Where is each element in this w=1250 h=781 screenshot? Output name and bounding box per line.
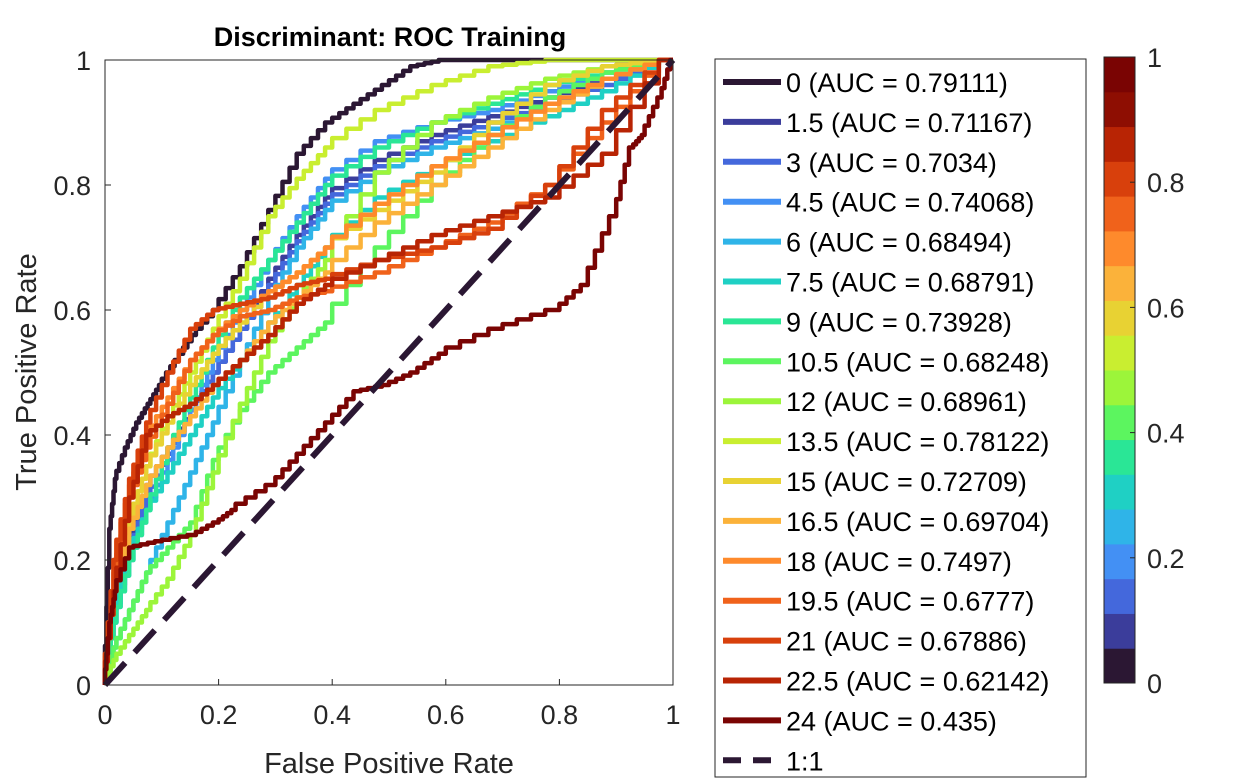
legend-label-10-5: 10.5 (AUC = 0.68248)	[786, 347, 1049, 377]
legend-label-16-5: 16.5 (AUC = 0.69704)	[786, 507, 1049, 537]
colorbar-band	[1104, 404, 1135, 441]
x-tick-label: 0.6	[427, 700, 465, 730]
colorbar-bands	[1104, 57, 1135, 684]
roc-curve-0	[102, 57, 673, 685]
legend-label-6: 6 (AUC = 0.68494)	[786, 228, 1012, 258]
legend-label-13-5: 13.5 (AUC = 0.78122)	[786, 427, 1049, 457]
colorbar-band	[1104, 265, 1135, 301]
roc-curve-12	[102, 57, 673, 685]
legend-label-9: 9 (AUC = 0.73928)	[786, 307, 1012, 337]
y-tick-label: 0.6	[53, 296, 91, 326]
y-tick-label: 0.2	[53, 546, 91, 576]
colorbar-band	[1104, 474, 1135, 510]
x-tick-label: 1	[665, 700, 680, 730]
legend-label-19-5: 19.5 (AUC = 0.6777)	[786, 587, 1034, 617]
legend-label-22-5: 22.5 (AUC = 0.62142)	[786, 667, 1049, 697]
legend-label-24: 24 (AUC = 0.435)	[786, 706, 997, 736]
colorbar-band	[1104, 578, 1135, 614]
legend-box	[714, 58, 1087, 778]
roc-curve-24	[102, 57, 673, 685]
y-tick-label: 0	[76, 671, 91, 701]
y-tick-label: 0.8	[53, 171, 91, 201]
roc-curve-9	[102, 57, 673, 685]
plot-area	[102, 57, 676, 688]
colorbar-band	[1104, 196, 1135, 232]
x-tick-label: 0.2	[200, 700, 238, 730]
legend-label-7-5: 7.5 (AUC = 0.68791)	[786, 268, 1034, 298]
x-tick-label: 0	[97, 700, 112, 730]
plot-frame	[104, 59, 674, 686]
colorbar-ticks: 0 0.2 0.4 0.6 0.8 1	[1130, 43, 1185, 699]
legend-label-12: 12 (AUC = 0.68961)	[786, 387, 1027, 417]
x-axis-label: False Positive Rate	[264, 748, 514, 780]
colorbar-tick-label: 0	[1147, 669, 1162, 699]
colorbar-band	[1104, 335, 1135, 371]
colorbar-tick-label: 0.8	[1147, 168, 1185, 198]
colorbar-band	[1104, 613, 1135, 649]
colorbar-band	[1104, 91, 1135, 128]
colorbar-tick-label: 0.4	[1147, 419, 1185, 449]
legend-label-21: 21 (AUC = 0.67886)	[786, 627, 1027, 657]
y-tick-label: 1	[76, 46, 91, 76]
legend-label-1-1: 1:1	[786, 746, 824, 776]
colorbar-band	[1104, 300, 1135, 336]
colorbar: 0 0.2 0.4 0.6 0.8 1	[1103, 43, 1185, 699]
legend: 0 (AUC = 0.79111) 1.5 (AUC = 0.71167) 3 (A…	[714, 58, 1087, 778]
chart-title: Discriminant: ROC Training	[214, 22, 567, 52]
y-axis-ticks: 0 0.2 0.4 0.6 0.8 1	[53, 46, 111, 701]
colorbar-band	[1104, 543, 1135, 580]
colorbar-band	[1104, 230, 1135, 267]
x-tick-label: 0.4	[313, 700, 351, 730]
colorbar-band	[1104, 648, 1135, 684]
reference-line-1-1	[102, 57, 676, 688]
colorbar-frame	[1103, 56, 1136, 684]
legend-label-0: 0 (AUC = 0.79111)	[786, 68, 1008, 98]
x-axis-ticks: 0 0.2 0.4 0.6 0.8 1	[97, 679, 681, 730]
colorbar-tick-label: 1	[1147, 43, 1162, 73]
legend-label-15: 15 (AUC = 0.72709)	[786, 467, 1027, 497]
roc-curves	[102, 57, 676, 688]
colorbar-band	[1104, 439, 1135, 475]
legend-label-4-5: 4.5 (AUC = 0.74068)	[786, 188, 1034, 218]
colorbar-tick-label: 0.6	[1147, 293, 1185, 323]
colorbar-band	[1104, 126, 1135, 162]
x-tick-label: 0.8	[541, 700, 579, 730]
y-tick-label: 0.4	[53, 421, 91, 451]
colorbar-band	[1104, 57, 1135, 93]
roc-curve-16-5	[102, 57, 673, 685]
colorbar-band	[1104, 161, 1135, 197]
legend-items: 0 (AUC = 0.79111) 1.5 (AUC = 0.71167) 3 (A…	[723, 68, 1049, 776]
colorbar-band	[1104, 509, 1135, 545]
y-axis-label: True Positive Rate	[11, 253, 43, 490]
legend-label-3: 3 (AUC = 0.7034)	[786, 148, 997, 178]
colorbar-tick-label: 0.2	[1147, 544, 1185, 574]
legend-label-18: 18 (AUC = 0.7497)	[786, 547, 1012, 577]
roc-curve-22-5	[102, 57, 673, 685]
legend-label-1-5: 1.5 (AUC = 0.71167)	[786, 108, 1032, 138]
colorbar-band	[1104, 370, 1135, 406]
